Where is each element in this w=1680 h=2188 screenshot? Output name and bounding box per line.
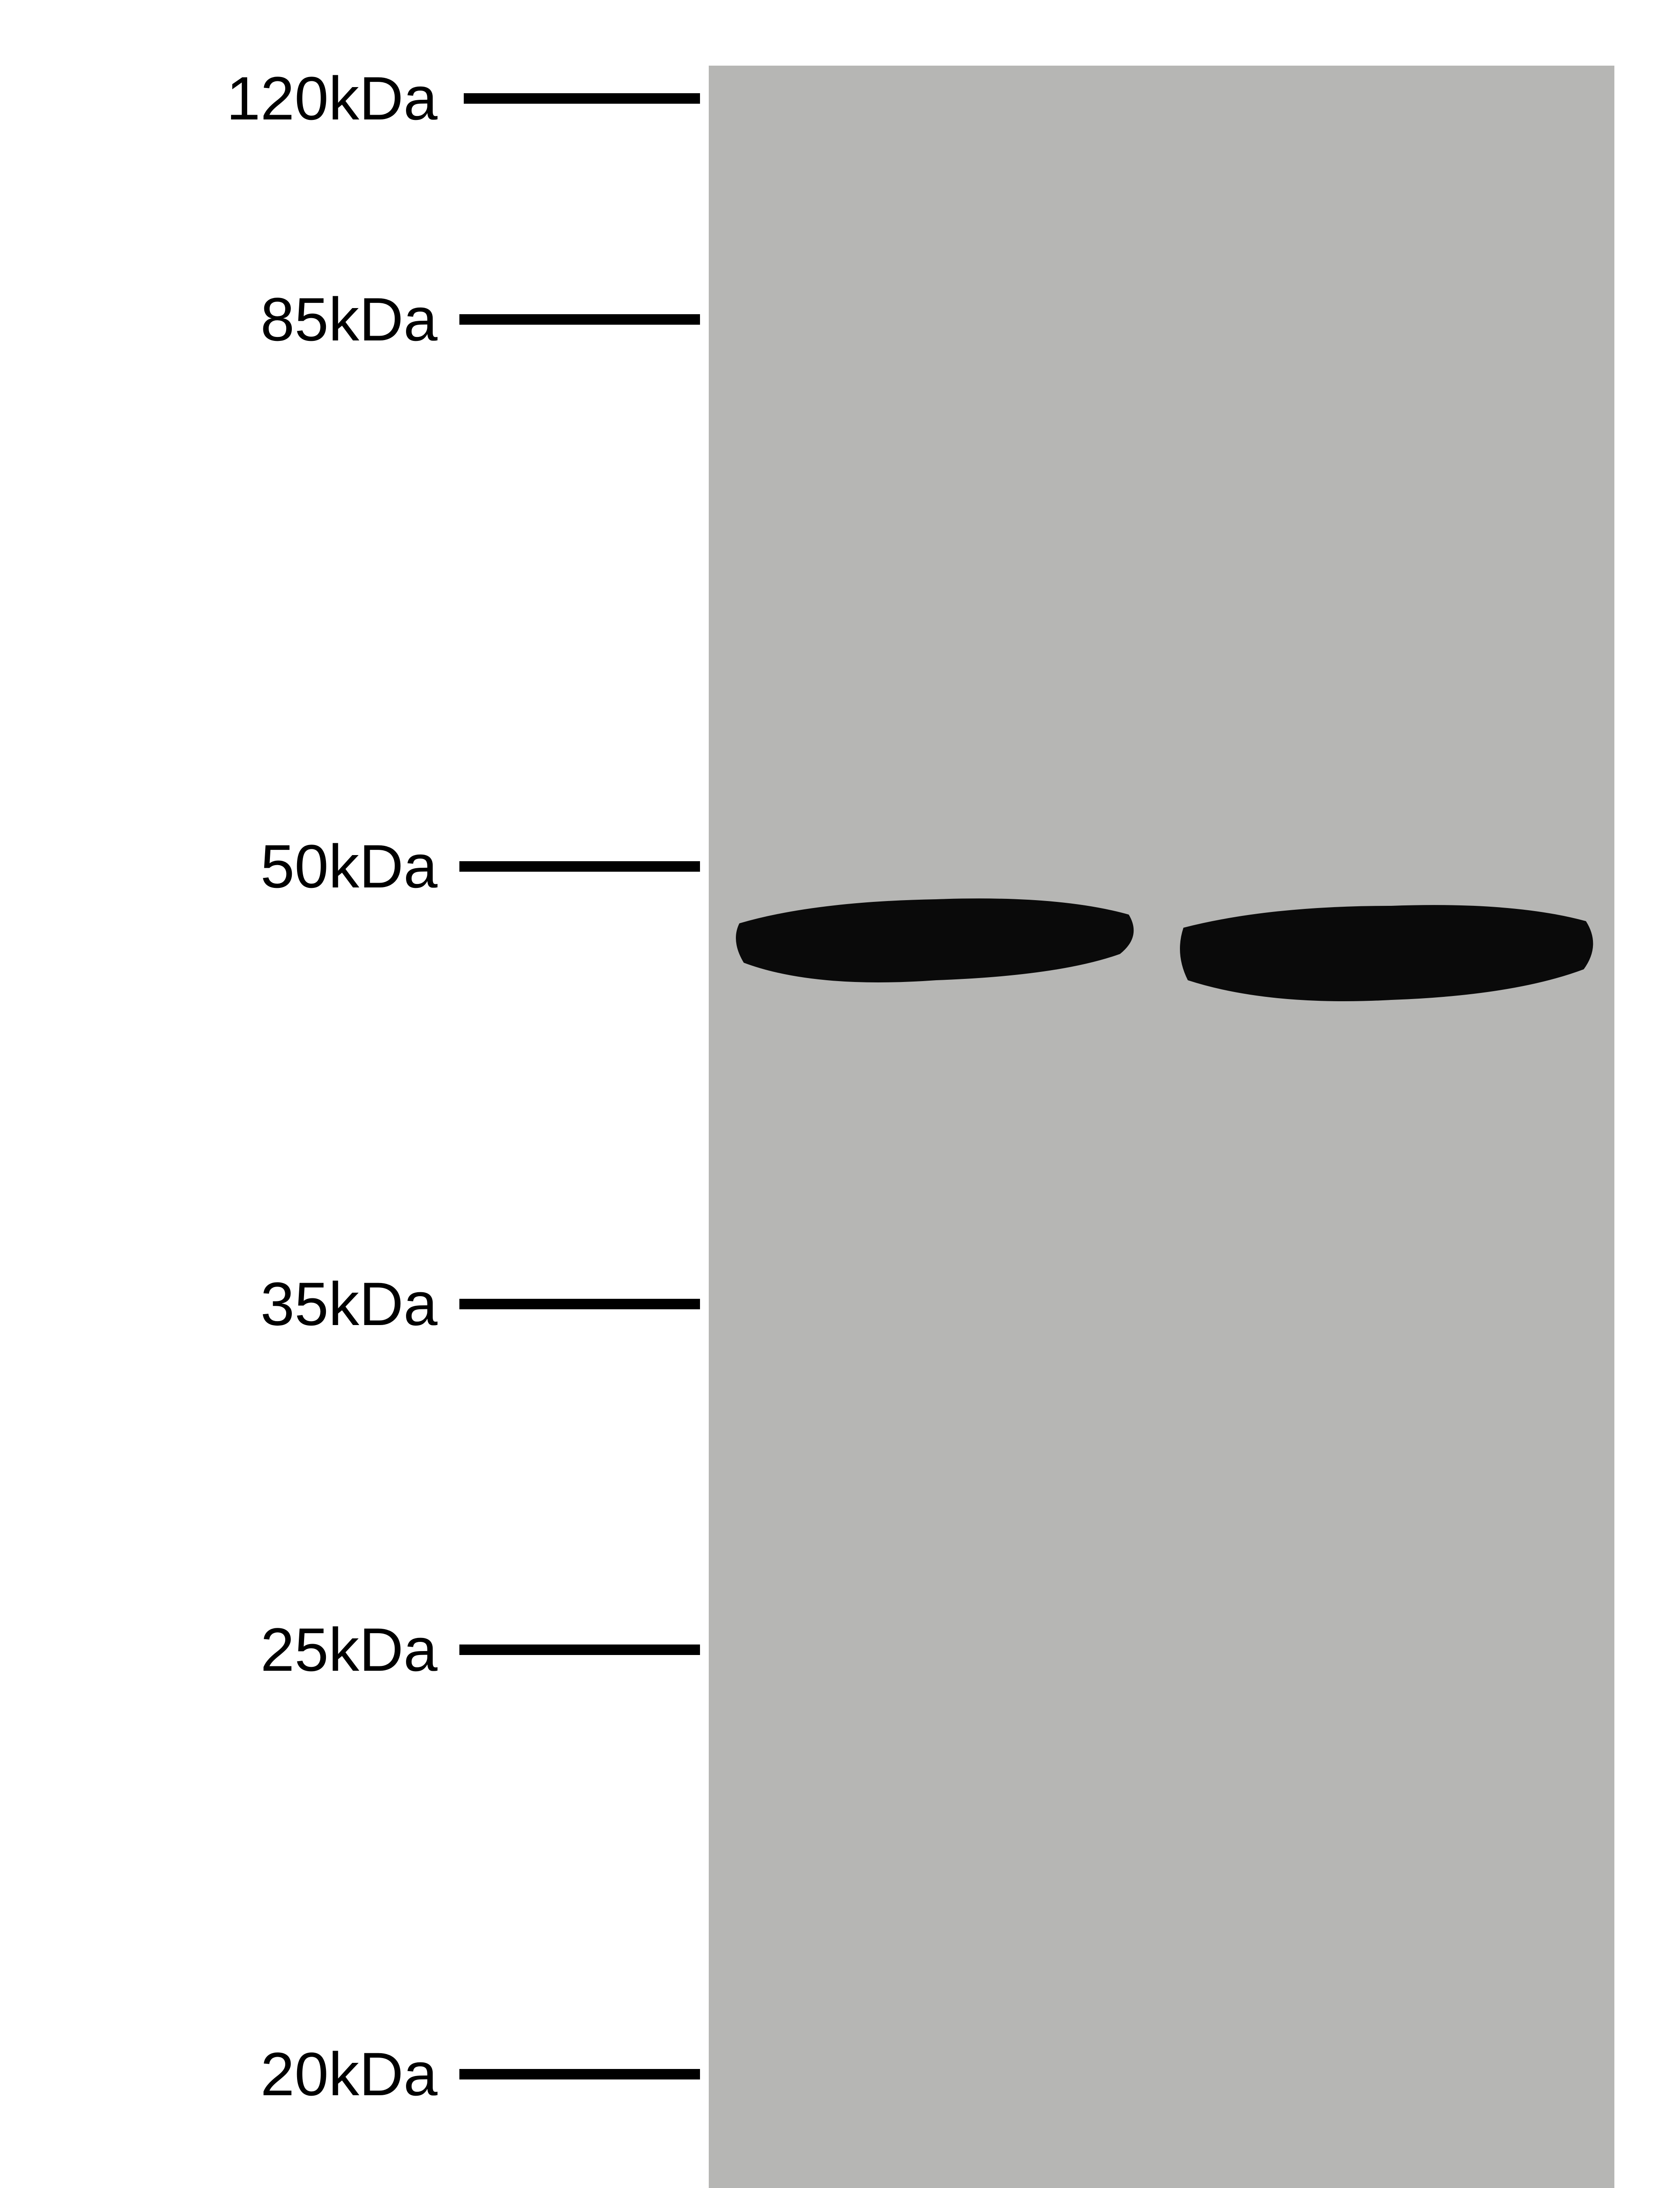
marker-row-50: 50kDa (88, 858, 700, 875)
marker-label: 25kDa (88, 1614, 438, 1685)
marker-row-20: 20kDa (88, 2065, 700, 2083)
marker-row-35: 35kDa (88, 1295, 700, 1313)
marker-label: 85kDa (88, 284, 438, 355)
western-blot: 120kDa 85kDa 50kDa 35kDa 25kDa 20kDa Lan… (44, 44, 1636, 2188)
marker-row-25: 25kDa (88, 1641, 700, 1659)
band-lane-2 (1172, 897, 1606, 1020)
marker-row-85: 85kDa (88, 311, 700, 328)
marker-tick (459, 1645, 700, 1655)
marker-label: 120kDa (44, 63, 438, 134)
marker-label: 35kDa (88, 1269, 438, 1339)
marker-tick (459, 2069, 700, 2079)
band-lane-1 (726, 888, 1146, 1002)
marker-tick (464, 93, 700, 104)
marker-tick (459, 314, 700, 325)
marker-tick (459, 861, 700, 872)
membrane (709, 66, 1614, 2188)
marker-label: 20kDa (88, 2039, 438, 2110)
marker-tick (459, 1299, 700, 1309)
marker-label: 50kDa (88, 831, 438, 902)
marker-row-120: 120kDa (44, 90, 700, 107)
